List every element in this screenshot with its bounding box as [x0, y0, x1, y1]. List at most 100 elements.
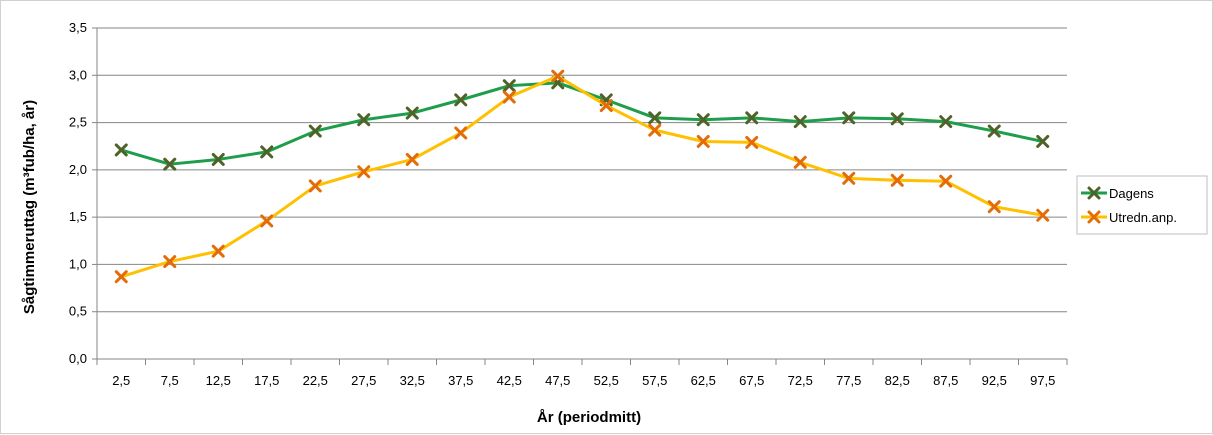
x-tick-label: 7,5 — [161, 373, 179, 388]
marker-stroke — [357, 113, 371, 127]
data-point-utredn-anp — [1036, 208, 1050, 222]
marker-stroke — [114, 270, 128, 284]
y-axis-title: Sågtimmeruttag (m³fub/ha, år) — [21, 100, 38, 314]
marker-stroke — [1087, 186, 1101, 200]
x-axis-title: År (periodmitt) — [537, 409, 641, 426]
marker-stroke — [1036, 134, 1050, 148]
data-point-dagens — [211, 152, 225, 166]
legend-swatch-marker — [1087, 186, 1101, 200]
y-tick-labels: 0,0 0,5 1,0 1,5 2,0 2,5 3,0 3,5 — [69, 20, 87, 366]
marker-stroke — [745, 111, 759, 125]
marker-stroke — [842, 171, 856, 185]
marker-stroke — [308, 179, 322, 193]
series-line-utredn-anp — [120, 74, 1044, 279]
marker-stroke — [260, 145, 274, 159]
x-tick-label: 47,5 — [545, 373, 570, 388]
data-point-utredn-anp — [793, 155, 807, 169]
data-point-utredn-anp — [599, 99, 613, 113]
x-tick-label: 52,5 — [594, 373, 619, 388]
marker-stroke — [696, 134, 710, 148]
legend: Dagens Utredn.anp. — [1076, 175, 1208, 235]
x-tick-label: 17,5 — [254, 373, 279, 388]
marker-stroke — [308, 124, 322, 138]
marker-stroke — [502, 90, 516, 104]
data-point-utredn-anp — [114, 270, 128, 284]
x-tick-label: 97,5 — [1030, 373, 1055, 388]
data-point-dagens — [842, 111, 856, 125]
data-point-dagens — [987, 124, 1001, 138]
marker-stroke — [793, 155, 807, 169]
y-tick-label: 3,0 — [69, 67, 87, 82]
marker-stroke — [842, 111, 856, 125]
marker-stroke — [357, 165, 371, 179]
marker-stroke — [163, 255, 177, 269]
marker-stroke — [551, 69, 565, 83]
marker-stroke — [405, 106, 419, 120]
x-tick-label: 92,5 — [982, 373, 1007, 388]
marker-stroke — [211, 244, 225, 258]
y-tick-label: 0,0 — [69, 351, 87, 366]
data-point-dagens — [308, 124, 322, 138]
marker-stroke — [939, 115, 953, 129]
x-tick-label: 37,5 — [448, 373, 473, 388]
y-tick-label: 2,5 — [69, 115, 87, 130]
marker-stroke — [890, 112, 904, 126]
data-point-utredn-anp — [696, 134, 710, 148]
data-point-dagens — [405, 106, 419, 120]
data-point-utredn-anp — [939, 174, 953, 188]
data-point-utredn-anp — [551, 69, 565, 83]
legend-label: Dagens — [1109, 186, 1154, 201]
y-tick-label: 1,0 — [69, 256, 87, 271]
data-point-dagens — [114, 143, 128, 157]
data-point-utredn-anp — [211, 244, 225, 258]
x-tick-label: 27,5 — [351, 373, 376, 388]
data-point-dagens — [357, 113, 371, 127]
data-point-dagens — [745, 111, 759, 125]
marker-stroke — [793, 115, 807, 129]
marker-stroke — [987, 124, 1001, 138]
marker-stroke — [987, 200, 1001, 214]
marker-stroke — [454, 126, 468, 140]
marker-stroke — [405, 152, 419, 166]
legend-box — [1076, 175, 1208, 235]
x-tick-label: 62,5 — [691, 373, 716, 388]
data-point-dagens — [502, 79, 516, 93]
data-point-dagens — [890, 112, 904, 126]
y-tick-label: 2,0 — [69, 162, 87, 177]
marker-stroke — [163, 157, 177, 171]
axes — [92, 27, 1068, 365]
marker-stroke — [211, 152, 225, 166]
data-point-dagens — [1036, 134, 1050, 148]
data-point-dagens — [454, 93, 468, 107]
marker-stroke — [1087, 210, 1101, 224]
marker-stroke — [890, 173, 904, 187]
x-tick-label: 12,5 — [206, 373, 231, 388]
x-tick-label: 72,5 — [788, 373, 813, 388]
data-point-dagens — [260, 145, 274, 159]
x-tick-label: 77,5 — [836, 373, 861, 388]
series-line-dagens — [120, 81, 1044, 166]
data-point-dagens — [163, 157, 177, 171]
marker-stroke — [114, 143, 128, 157]
legend-item: Dagens — [1081, 186, 1154, 201]
data-point-utredn-anp — [260, 214, 274, 228]
x-tick-label: 82,5 — [885, 373, 910, 388]
data-point-utredn-anp — [987, 200, 1001, 214]
x-tick-label: 32,5 — [400, 373, 425, 388]
marker-stroke — [454, 93, 468, 107]
legend-label: Utredn.anp. — [1109, 210, 1177, 225]
marker-stroke — [745, 135, 759, 149]
data-point-utredn-anp — [357, 165, 371, 179]
x-tick-label: 87,5 — [933, 373, 958, 388]
data-point-dagens — [793, 115, 807, 129]
y-tick-label: 1,5 — [69, 209, 87, 224]
data-point-utredn-anp — [842, 171, 856, 185]
marker-stroke — [502, 79, 516, 93]
data-point-utredn-anp — [648, 123, 662, 137]
data-point-utredn-anp — [454, 126, 468, 140]
marker-stroke — [648, 111, 662, 125]
data-point-utredn-anp — [502, 90, 516, 104]
marker-stroke — [260, 214, 274, 228]
